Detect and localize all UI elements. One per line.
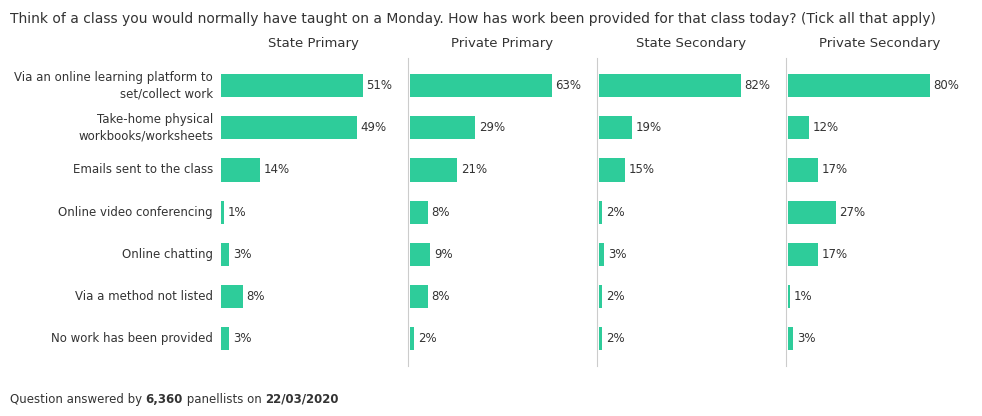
Bar: [599, 74, 740, 97]
Text: 12%: 12%: [813, 121, 839, 134]
Text: 8%: 8%: [246, 290, 265, 303]
Bar: [788, 327, 793, 350]
Title: Private Primary: Private Primary: [451, 37, 553, 50]
Bar: [221, 285, 244, 308]
Text: 14%: 14%: [263, 163, 290, 176]
Text: 63%: 63%: [555, 79, 581, 92]
Text: 29%: 29%: [478, 121, 505, 134]
Text: 8%: 8%: [431, 290, 450, 303]
Text: 2%: 2%: [606, 206, 625, 219]
Text: 3%: 3%: [608, 248, 627, 261]
Bar: [409, 201, 428, 224]
Text: 19%: 19%: [635, 121, 662, 134]
Bar: [409, 327, 414, 350]
Bar: [409, 158, 458, 182]
Text: Online chatting: Online chatting: [122, 248, 213, 261]
Text: Take-home physical
workbooks/worksheets: Take-home physical workbooks/worksheets: [79, 113, 213, 142]
Bar: [788, 243, 818, 266]
Bar: [409, 243, 430, 266]
Bar: [409, 285, 428, 308]
Text: Online video conferencing: Online video conferencing: [59, 206, 213, 219]
Bar: [788, 201, 836, 224]
Text: 27%: 27%: [840, 206, 865, 219]
Text: 49%: 49%: [360, 121, 387, 134]
Text: 21%: 21%: [461, 163, 487, 176]
Text: 3%: 3%: [233, 248, 251, 261]
Bar: [599, 201, 603, 224]
Bar: [409, 74, 552, 97]
Text: 3%: 3%: [797, 332, 815, 345]
Text: 17%: 17%: [822, 163, 847, 176]
Text: 22/03/2020: 22/03/2020: [265, 393, 339, 406]
Text: Emails sent to the class: Emails sent to the class: [73, 163, 213, 176]
Bar: [788, 74, 930, 97]
Text: 51%: 51%: [366, 79, 392, 92]
Text: 2%: 2%: [418, 332, 437, 345]
Text: 82%: 82%: [744, 79, 770, 92]
Bar: [599, 158, 625, 182]
Text: 17%: 17%: [822, 248, 847, 261]
Bar: [221, 201, 224, 224]
Bar: [221, 116, 357, 139]
Bar: [599, 327, 603, 350]
Bar: [599, 116, 631, 139]
Text: Via an online learning platform to
set/collect work: Via an online learning platform to set/c…: [15, 71, 213, 100]
Bar: [221, 243, 229, 266]
Text: 6,360: 6,360: [145, 393, 183, 406]
Text: 8%: 8%: [431, 206, 450, 219]
Bar: [221, 327, 229, 350]
Text: Via a method not listed: Via a method not listed: [75, 290, 213, 303]
Title: State Primary: State Primary: [267, 37, 358, 50]
Text: 2%: 2%: [606, 290, 625, 303]
Title: State Secondary: State Secondary: [636, 37, 746, 50]
Bar: [788, 285, 790, 308]
Text: 9%: 9%: [434, 248, 453, 261]
Text: 80%: 80%: [933, 79, 959, 92]
Text: No work has been provided: No work has been provided: [51, 332, 213, 345]
Text: 2%: 2%: [606, 332, 625, 345]
Bar: [599, 243, 604, 266]
Title: Private Secondary: Private Secondary: [819, 37, 941, 50]
Bar: [409, 116, 475, 139]
Bar: [788, 158, 818, 182]
Text: panellists on: panellists on: [183, 393, 265, 406]
Bar: [599, 285, 603, 308]
Text: 1%: 1%: [227, 206, 246, 219]
Bar: [221, 158, 260, 182]
Text: 3%: 3%: [233, 332, 251, 345]
Text: Think of a class you would normally have taught on a Monday. How has work been p: Think of a class you would normally have…: [10, 12, 936, 27]
Text: 1%: 1%: [793, 290, 812, 303]
Bar: [221, 74, 362, 97]
Bar: [788, 116, 809, 139]
Text: Question answered by: Question answered by: [10, 393, 145, 406]
Text: 15%: 15%: [628, 163, 654, 176]
